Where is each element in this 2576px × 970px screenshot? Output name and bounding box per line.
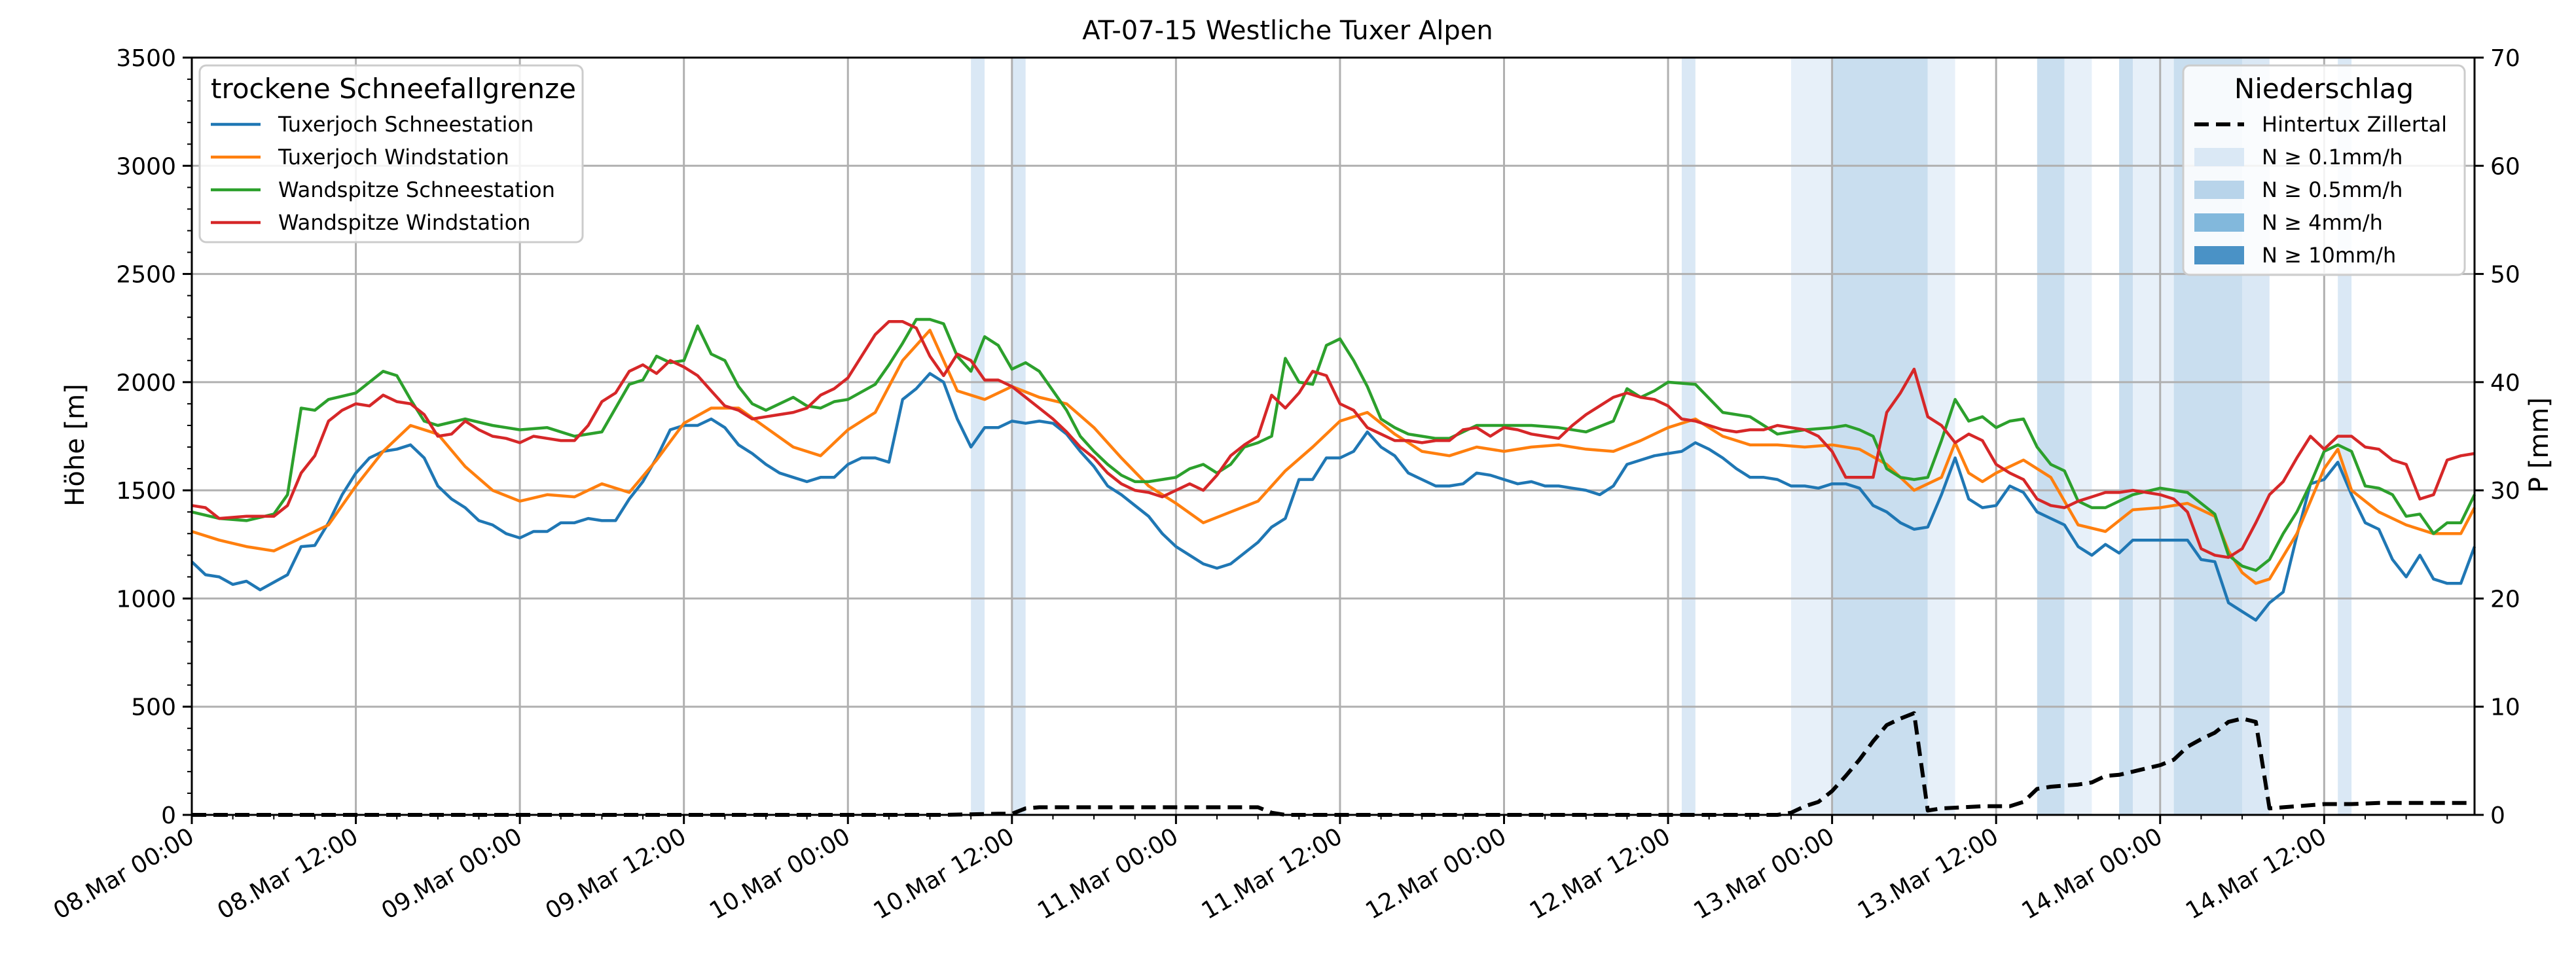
legend-right-band-swatch-3 [2194,246,2244,264]
y2-tick-label-0: 0 [2490,802,2505,829]
legend-snowline-title: trockene Schneefallgrenze [211,73,576,105]
y-axis-label: Höhe [m] [60,384,90,506]
y2-tick-label-1: 10 [2490,694,2520,721]
legend-right-band-swatch-1 [2194,181,2244,199]
legend-left-label-3: Wandspitze Windstation [278,210,530,235]
y-tick-label-2: 1000 [116,586,176,613]
precip-band-6 [2037,58,2065,815]
chart-title: AT-07-15 Westliche Tuxer Alpen [1082,16,1493,46]
y2-axis-label: P [mm] [2524,397,2554,493]
y2-tick-label-5: 50 [2490,262,2520,289]
precip-band-4 [1832,58,1928,815]
precip-band-9 [2132,58,2174,815]
legend-right-band-label-0: N ≥ 0.1mm/h [2262,145,2403,170]
precip-band-2 [1681,58,1696,815]
series-line-1 [191,329,2476,585]
series-line-3 [191,320,2475,559]
legend-precipitation-title: Niederschlag [2234,73,2414,105]
y-tick-label-3: 1500 [116,478,176,505]
series-line-2 [191,317,2476,572]
legend-right-band-swatch-0 [2194,148,2244,166]
precip-band-8 [2119,58,2133,815]
y2-tick-label-4: 40 [2490,370,2520,397]
y-tick-label-6: 3000 [116,153,176,180]
series-line-0 [190,372,2476,622]
grid [190,56,2475,816]
y2-tick-label-6: 60 [2490,153,2520,180]
series-line-4 [192,711,2475,817]
legend-right-band-label-1: N ≥ 0.5mm/h [2262,177,2403,202]
legend-right-band-label-2: N ≥ 4mm/h [2262,210,2383,235]
y2-tick-label-2: 20 [2490,586,2520,613]
y2-tick-label-3: 30 [2490,478,2520,505]
precip-band-3 [1790,58,1832,815]
precip-band-7 [2064,58,2092,815]
legend-left-label-2: Wandspitze Schneestation [278,177,555,202]
y-tick-label-7: 3500 [116,45,176,72]
y-tick-label-0: 0 [161,802,176,829]
precip-band-1 [1011,58,1026,815]
legend-right-band-swatch-2 [2194,213,2244,232]
plot-frame [190,56,2476,816]
series-lines [190,317,2476,817]
legend-left-label-0: Tuxerjoch Schneestation [278,112,534,137]
legend-right-line-label: Hintertux Zillertal [2262,112,2447,137]
y-tick-label-1: 500 [131,694,176,721]
y-tick-label-4: 2000 [116,370,176,397]
legend-left-label-1: Tuxerjoch Windstation [278,145,509,170]
legend-snowline: trockene Schneefallgrenze Tuxerjoch Schn… [198,64,584,243]
y2-tick-label-7: 70 [2490,45,2520,72]
y-tick-label-5: 2500 [116,262,176,289]
legend-right-band-label-3: N ≥ 10mm/h [2262,243,2396,268]
legend-precipitation: Niederschlag Hintertux Zillertal N ≥ 0.1m… [2182,64,2466,276]
